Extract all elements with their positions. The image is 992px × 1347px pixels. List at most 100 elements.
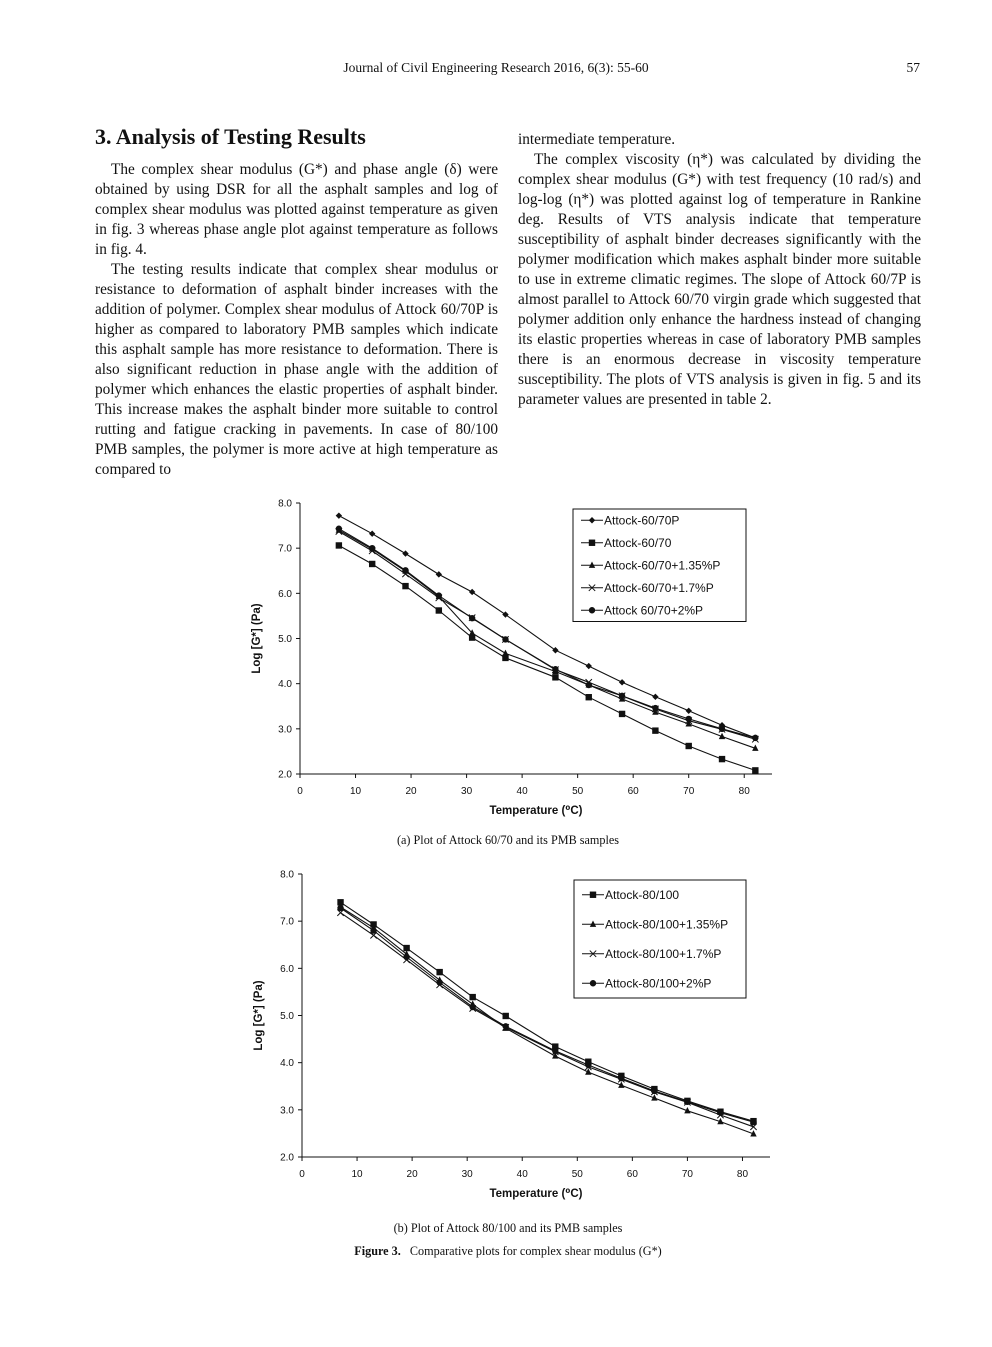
chart-a-series-1-point bbox=[402, 582, 409, 590]
chart-b-series-1-point bbox=[651, 1094, 658, 1101]
chart-b-series-2-point bbox=[336, 909, 345, 917]
chart-b-y-tick-label: 2.0 bbox=[280, 1153, 294, 1164]
chart-a-y-tick-label: 7.0 bbox=[278, 544, 292, 555]
chart-a-series-4-point bbox=[502, 636, 509, 643]
chart-a-series-1-point bbox=[718, 755, 726, 763]
chart-a-series-1-point bbox=[652, 727, 659, 734]
chart-a-series-1-point bbox=[368, 560, 376, 568]
chart-a-series-0-point bbox=[368, 530, 376, 537]
chart-a-series-0-point bbox=[402, 550, 409, 557]
chart-a-y-tick-label: 4.0 bbox=[278, 679, 292, 690]
chart-a-series-1-point bbox=[335, 542, 343, 549]
chart-b-legend-label: Attock-80/100 bbox=[605, 888, 679, 902]
chart-b-x-tick-label: 40 bbox=[517, 1169, 529, 1180]
chart-b-y-tick-label: 3.0 bbox=[280, 1105, 294, 1116]
chart-a-series-1 bbox=[335, 542, 759, 774]
chart-a-series-4-point bbox=[468, 614, 476, 622]
paragraph-continuation: intermediate temperature. bbox=[518, 131, 676, 148]
chart-b-legend: Attock-80/100 Attock-80/100+1.35%P Attock-… bbox=[573, 879, 747, 999]
chart-a-x-tick-label: 10 bbox=[350, 786, 362, 797]
chart-b-series-0-point bbox=[502, 1012, 509, 1020]
chart-a-y-tick-label: 3.0 bbox=[278, 724, 292, 735]
chart-a-series-1-point bbox=[752, 767, 759, 774]
chart-b-y-tick-label: 6.0 bbox=[280, 964, 294, 975]
chart-b-y-tick-label: 7.0 bbox=[280, 917, 294, 928]
chart-b-series-1-point bbox=[717, 1117, 724, 1125]
chart-a-series-4-point bbox=[552, 666, 559, 673]
chart-a-series-2-point bbox=[652, 708, 659, 715]
subcaption-a: (a) Plot of Attock 60/70 and its PMB sam… bbox=[396, 833, 620, 847]
chart-a-y-tick-label: 8.0 bbox=[278, 499, 292, 510]
chart-a-series-1-point bbox=[585, 694, 592, 701]
chart-a-series-1-point bbox=[552, 674, 559, 681]
chart-a-x-tick-label: 0 bbox=[297, 786, 303, 797]
chart-b-series-0-point bbox=[436, 968, 443, 976]
chart-b-series-3-point bbox=[717, 1109, 724, 1116]
chart-a-series-0-point bbox=[335, 512, 343, 519]
chart-a-series-2-point bbox=[502, 649, 509, 657]
chart-a-series-0-point bbox=[585, 662, 592, 670]
chart-b-series-0-point bbox=[337, 899, 344, 906]
chart-b-legend-marker bbox=[589, 891, 597, 898]
chart-a: 2.0 3.0 4.0 5.0 6.0 7.0 8.0 0 10 20 30 40 50 60 70 80 Te… bbox=[240, 495, 780, 825]
chart-a-series-4 bbox=[335, 525, 759, 742]
chart-a-x-tick-label: 50 bbox=[572, 786, 584, 797]
chart-b-y-axis-label: Log [G*] (Pa) bbox=[253, 980, 265, 1050]
chart-b-series-3-point bbox=[585, 1061, 592, 1069]
chart-b: 2.0 3.0 4.0 5.0 6.0 7.0 8.0 0 10 20 30 40 50 60 70 80 Te… bbox=[240, 864, 780, 1209]
chart-a-series-1-point bbox=[685, 742, 692, 750]
chart-b-legend-label: Attock-80/100+1.35%P bbox=[605, 917, 728, 931]
chart-a-x-tick-label: 30 bbox=[461, 786, 473, 797]
chart-a-series-1-point bbox=[468, 634, 476, 641]
chart-a-series-2-point bbox=[718, 732, 726, 740]
chart-b-x-tick-label: 50 bbox=[572, 1169, 584, 1180]
left-column: 3. Analysis of Testing Results The compl… bbox=[95, 124, 498, 480]
chart-b-y-tick-label: 5.0 bbox=[280, 1011, 294, 1022]
chart-b-series-2-point bbox=[370, 931, 378, 939]
chart-a-x-tick-label: 80 bbox=[739, 786, 751, 797]
chart-b-series-3-point bbox=[403, 953, 410, 961]
chart-a-series-4-point bbox=[752, 734, 759, 742]
chart-a-series-0-point bbox=[685, 707, 692, 714]
chart-b-series-0-point bbox=[469, 993, 476, 1001]
chart-a-x-tick-label: 60 bbox=[628, 786, 640, 797]
journal-citation: Journal of Civil Engineering Research 20… bbox=[343, 60, 649, 75]
chart-b-x-axis-label: Temperature (⁰C) bbox=[489, 1188, 582, 1200]
section-title: 3. Analysis of Testing Results bbox=[95, 124, 366, 149]
chart-a-series-4-point bbox=[652, 704, 659, 712]
chart-a-series-0-point bbox=[435, 571, 443, 578]
chart-b-series-3-point bbox=[436, 979, 443, 986]
chart-a-series-1-point bbox=[618, 710, 626, 718]
chart-a-x-tick-label: 20 bbox=[405, 786, 417, 797]
chart-a-series-4-point bbox=[368, 544, 376, 552]
chart-b-series-2-point bbox=[749, 1123, 758, 1131]
chart-a-series-4-point bbox=[335, 525, 343, 532]
chart-b-legend-label: Attock-80/100+1.7%P bbox=[605, 947, 721, 961]
chart-b-x-tick-label: 70 bbox=[682, 1169, 694, 1180]
chart-b-legend-label: Attock-80/100+2%P bbox=[605, 976, 711, 990]
chart-b-series-3-point bbox=[618, 1075, 625, 1082]
chart-a-x-axis-label: Temperature (⁰C) bbox=[489, 805, 582, 817]
chart-a-y-tick-label: 6.0 bbox=[278, 589, 292, 600]
chart-a-legend-label: Attock 60/70+2%P bbox=[604, 603, 703, 617]
chart-a-y-tick-label: 2.0 bbox=[278, 770, 292, 781]
chart-b-series-1-point bbox=[684, 1106, 691, 1114]
chart-a-legend-marker bbox=[588, 584, 596, 592]
chart-b-x-tick-label: 30 bbox=[462, 1169, 474, 1180]
chart-a-legend-marker bbox=[588, 607, 596, 614]
chart-a-series-4-point bbox=[718, 725, 726, 733]
figure-caption-text: Comparative plots for complex shear modu… bbox=[409, 1244, 662, 1258]
chart-a-legend-marker bbox=[588, 561, 596, 568]
chart-a-legend: Attock-60/70P Attock-60/70 Attock-60/70+1.… bbox=[572, 508, 747, 622]
chart-a-legend-marker bbox=[588, 517, 596, 524]
chart-b-legend-marker bbox=[589, 980, 597, 987]
chart-b-series-0-point bbox=[552, 1043, 559, 1050]
chart-a-series-2-point bbox=[685, 720, 692, 727]
subcaption-b: (b) Plot of Attock 80/100 and its PMB sa… bbox=[393, 1221, 623, 1235]
chart-a-series-1-point bbox=[435, 607, 443, 614]
chart-b-series-1-point bbox=[552, 1052, 559, 1059]
paragraph-viscosity: The complex viscosity (η*) was calculate… bbox=[518, 151, 921, 408]
chart-a-x-tick-label: 70 bbox=[683, 786, 695, 797]
chart-b-svg: 2.0 3.0 4.0 5.0 6.0 7.0 8.0 0 10 20 30 40 50 60 70 80 Te… bbox=[253, 870, 770, 1200]
chart-b-series-0-point bbox=[585, 1058, 592, 1065]
